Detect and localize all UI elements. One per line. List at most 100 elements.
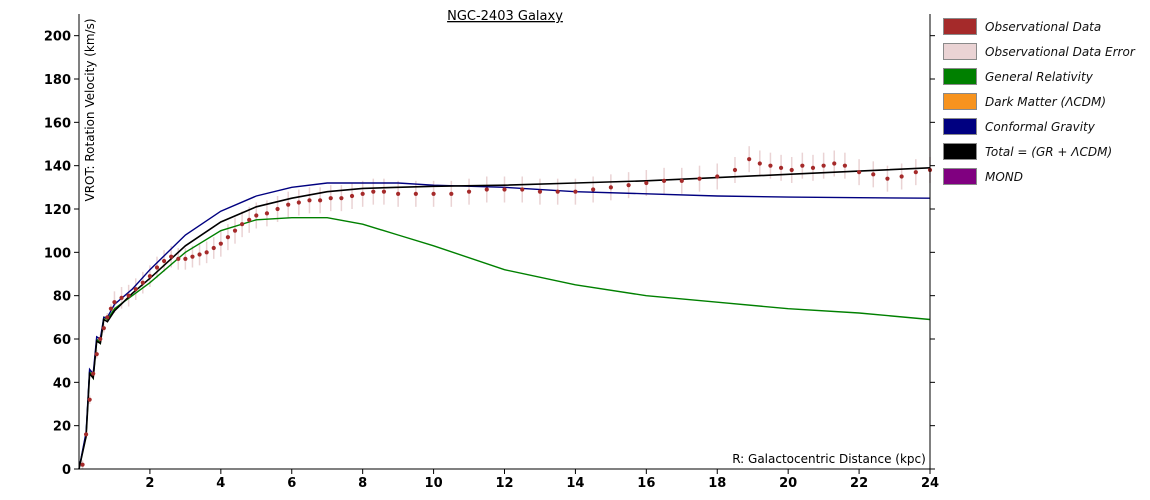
data-point [899,174,904,179]
data-point [810,165,816,170]
data-point [679,178,684,183]
data-point [197,252,202,257]
data-point [218,241,223,246]
data-point [133,287,138,292]
data-point [431,191,436,196]
data-point [108,306,114,311]
data-point [296,200,301,205]
data-point [147,274,153,279]
legend-item-observational-data-error[interactable]: Observational Data Error [943,39,1143,64]
data-point [94,352,99,357]
plot-area [78,146,933,470]
legend-label: Observational Data Error [985,44,1135,59]
x-tick-label: 14 [566,476,584,491]
data-point [871,172,876,177]
data-point [80,462,85,467]
legend-item-general-relativity[interactable]: General Relativity [943,64,1143,89]
data-point [768,163,773,168]
data-point [318,198,323,203]
legend-item-total[interactable]: Total = (GR + ΛCDM) [943,139,1143,164]
data-point [520,187,525,192]
legend-label: Total = (GR + ΛCDM) [985,144,1113,159]
data-point [573,189,578,194]
data-point [254,213,259,218]
y-tick-label: 160 [44,116,71,131]
x-tick-label: 18 [708,476,726,491]
x-tick-label: 20 [779,476,797,491]
data-point [732,167,738,173]
data-point [360,191,365,196]
data-point [140,280,145,285]
data-point [449,191,454,196]
data-point [789,167,794,173]
data-point [608,185,613,190]
data-point [154,265,160,270]
data-point [240,222,245,227]
x-tick-label: 8 [358,476,367,491]
legend-item-conformal-gravity[interactable]: Conformal Gravity [943,114,1143,139]
data-point [626,183,631,188]
data-point [83,432,89,437]
data-point [832,161,837,166]
data-point [101,326,106,331]
y-tick-label: 60 [53,333,71,348]
legend-label: General Relativity [985,69,1093,84]
data-point [232,228,238,233]
data-point [757,161,762,166]
legend-item-observational-data[interactable]: Observational Data [943,14,1143,39]
y-tick-label: 200 [44,30,71,45]
y-tick-label: 140 [44,160,71,175]
x-tick-label: 22 [850,476,868,491]
data-point [307,198,312,203]
data-point [190,254,195,259]
data-point [381,189,387,194]
data-point [371,189,376,194]
data-point [225,235,231,240]
data-point [821,163,826,168]
data-point [176,256,181,261]
data-point [778,165,784,170]
curve-general-relativity [78,217,931,470]
chart-title: NGC-2403 Galaxy [447,9,563,24]
data-point [591,187,596,192]
data-point [413,191,418,196]
data-point [98,336,103,342]
x-tick-label: 16 [637,476,655,491]
data-point [466,189,472,194]
legend-label: MOND [985,169,1024,184]
y-tick-label: 180 [44,73,71,88]
legend-item-dark-matter[interactable]: Dark Matter (ΛCDM) [943,89,1143,114]
y-tick-label: 20 [53,420,71,435]
y-tick-label: 120 [44,203,71,218]
x-tick-label: 12 [495,476,513,491]
data-point [856,170,862,175]
data-point [502,187,507,192]
data-point [349,193,355,199]
curve-total-gr-cdm [78,167,931,470]
y-tick-label: 40 [53,376,71,391]
data-point [112,300,117,305]
data-point [119,295,124,300]
data-point [800,163,805,168]
y-axis-title: VROT: Rotation Velocity (km/s) [83,18,97,201]
data-point [91,371,96,376]
legend-item-mond[interactable]: MOND [943,164,1143,189]
data-point [286,202,291,207]
data-point [697,176,702,181]
legend-swatch [943,143,977,160]
x-axis-title: R: Galactocentric Distance (kpc) [732,452,926,466]
data-point [913,170,918,175]
y-tick-label: 100 [44,246,71,261]
x-tick-label: 4 [216,476,225,491]
data-point [484,187,489,192]
x-tick-label: 2 [145,476,154,491]
legend-label: Observational Data [985,19,1102,34]
data-point [162,258,167,264]
legend-swatch [943,93,977,110]
data-point [537,189,543,194]
x-tick-label: 10 [425,476,443,491]
data-point [211,245,216,251]
legend-swatch [943,43,977,60]
data-point [644,180,649,186]
